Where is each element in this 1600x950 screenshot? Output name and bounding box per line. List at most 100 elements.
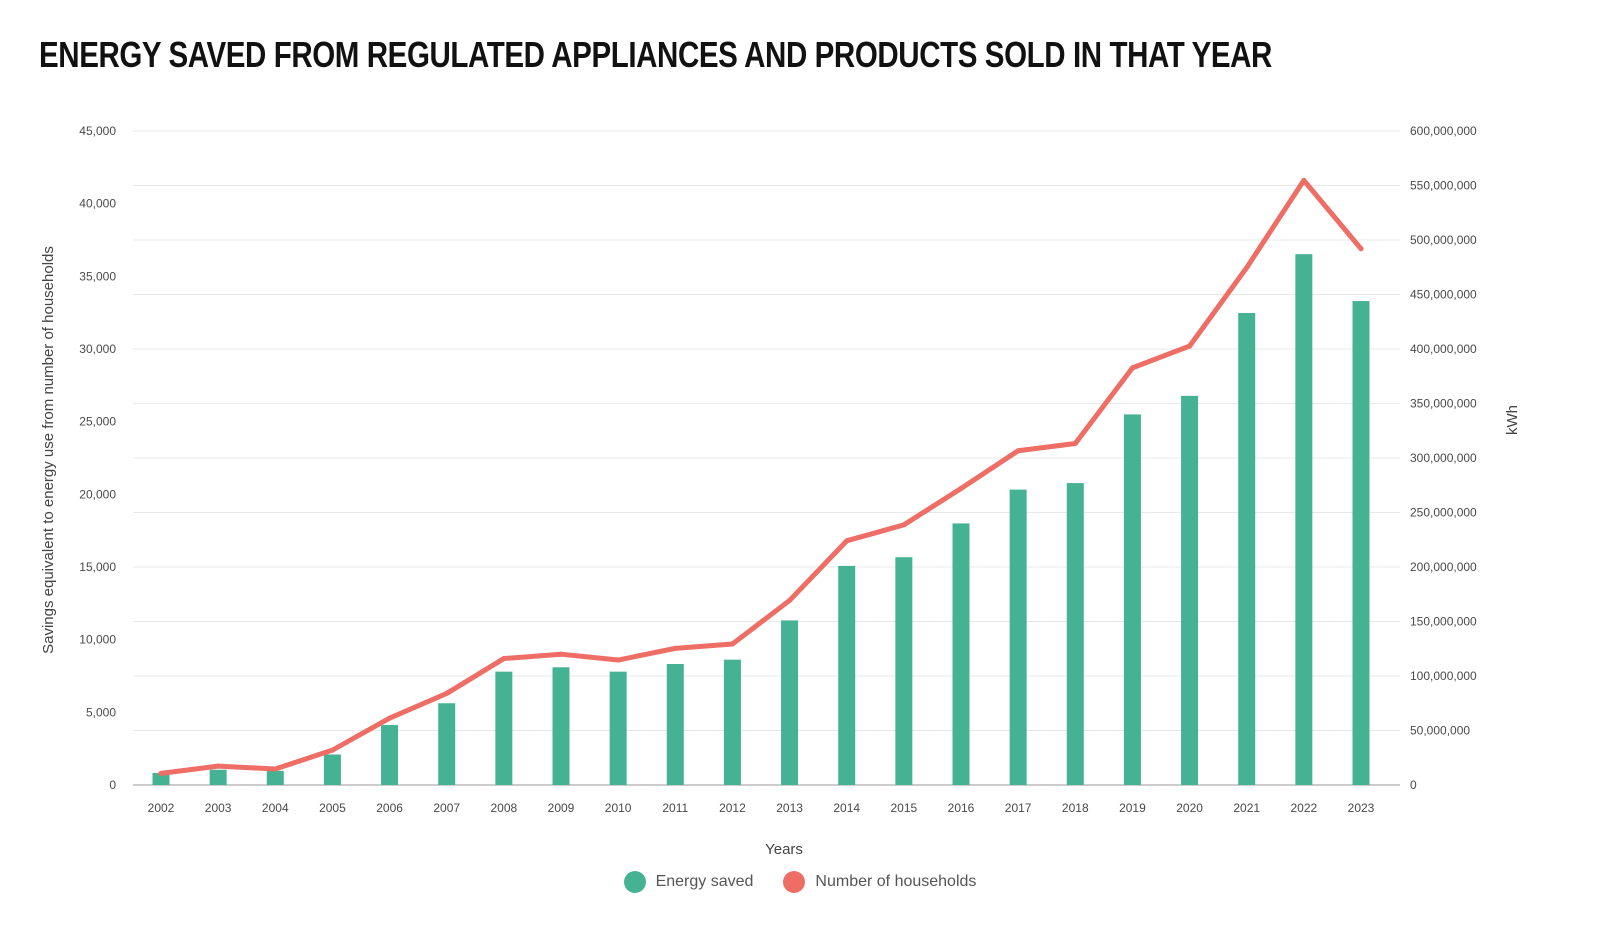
x-tick-label: 2019 — [1119, 801, 1146, 815]
x-tick-label: 2017 — [1005, 801, 1032, 815]
point-number-of-households-2003[interactable] — [215, 763, 221, 769]
bar-energy-saved-2002[interactable] — [152, 773, 170, 785]
legend-label-energy-saved: Energy saved — [655, 873, 754, 890]
chart-title: ENERGY SAVED FROM REGULATED APPLIANCES A… — [39, 34, 1272, 75]
x-tick-label: 2007 — [433, 801, 460, 815]
right-tick-label: 350,000,000 — [1410, 397, 1477, 411]
point-number-of-households-2015[interactable] — [901, 522, 907, 528]
bar-energy-saved-2004[interactable] — [266, 770, 284, 785]
point-number-of-households-2009[interactable] — [558, 651, 564, 657]
bar-energy-saved-2012[interactable] — [723, 659, 741, 785]
bar-energy-saved-2021[interactable] — [1238, 313, 1256, 785]
bar-energy-saved-2017[interactable] — [1009, 489, 1027, 785]
left-axis-title: Savings equivalent to energy use from nu… — [40, 246, 57, 654]
point-number-of-households-2016[interactable] — [958, 486, 964, 492]
right-tick-label: 50,000,000 — [1410, 724, 1470, 738]
x-tick-label: 2018 — [1062, 801, 1089, 815]
point-number-of-households-2013[interactable] — [787, 597, 793, 603]
left-axis-ticks: 0 5,000 10,000 15,000 20,000 25,000 30,000 35,0… — [79, 124, 116, 792]
x-tick-label: 2005 — [319, 801, 346, 815]
right-tick-label: 600,000,000 — [1410, 124, 1477, 138]
right-axis-ticks: 0 50,000,000 100,000,000 150,000,000 200,000… — [1410, 124, 1477, 792]
bar-energy-saved-2023[interactable] — [1352, 301, 1370, 785]
x-tick-label: 2016 — [948, 801, 975, 815]
point-number-of-households-2014[interactable] — [844, 538, 850, 544]
point-number-of-households-2012[interactable] — [729, 641, 735, 647]
x-tick-label: 2021 — [1233, 801, 1260, 815]
bar-energy-saved-2014[interactable] — [838, 565, 856, 785]
x-tick-label: 2010 — [605, 801, 632, 815]
point-number-of-households-2002[interactable] — [158, 770, 164, 776]
bar-energy-saved-2015[interactable] — [895, 557, 913, 785]
legend-item-energy-saved[interactable]: Energy saved — [623, 871, 754, 893]
left-tick-label: 20,000 — [79, 487, 116, 501]
right-tick-label: 450,000,000 — [1410, 288, 1477, 302]
right-tick-label: 300,000,000 — [1410, 451, 1477, 465]
point-number-of-households-2018[interactable] — [1072, 440, 1078, 446]
bar-energy-saved-2003[interactable] — [209, 769, 227, 785]
legend: Energy saved Number of households — [0, 871, 1600, 893]
right-tick-label: 500,000,000 — [1410, 233, 1477, 247]
bar-energy-saved-2009[interactable] — [552, 667, 570, 785]
point-number-of-households-2006[interactable] — [387, 715, 393, 721]
left-tick-label: 35,000 — [79, 269, 116, 283]
right-tick-label: 550,000,000 — [1410, 179, 1477, 193]
bar-energy-saved-2010[interactable] — [609, 671, 627, 785]
x-tick-label: 2014 — [833, 801, 860, 815]
left-tick-label: 5,000 — [86, 705, 116, 719]
point-number-of-households-2022[interactable] — [1301, 177, 1307, 183]
gridlines — [133, 130, 1400, 786]
x-tick-label: 2020 — [1176, 801, 1203, 815]
point-number-of-households-2023[interactable] — [1358, 246, 1364, 252]
line-series — [158, 177, 1364, 776]
x-axis-ticks: 2002 2003 2004 2005 2006 2007 2008 2009 2010 2011… — [148, 801, 1375, 815]
x-tick-label: 2023 — [1348, 801, 1375, 815]
bar-energy-saved-2008[interactable] — [495, 671, 513, 785]
bar-energy-saved-2013[interactable] — [781, 620, 799, 785]
x-tick-label: 2008 — [491, 801, 518, 815]
bar-energy-saved-2005[interactable] — [323, 754, 341, 785]
right-tick-label: 250,000,000 — [1410, 506, 1477, 520]
legend-item-number-of-households[interactable]: Number of households — [783, 871, 976, 893]
right-axis-title: kWh — [1504, 405, 1521, 435]
left-tick-label: 0 — [109, 778, 116, 792]
bar-series — [152, 254, 1370, 786]
bar-energy-saved-2011[interactable] — [666, 664, 684, 785]
left-tick-label: 15,000 — [79, 560, 116, 574]
bar-energy-saved-2020[interactable] — [1181, 395, 1199, 785]
x-tick-label: 2004 — [262, 801, 289, 815]
point-number-of-households-2017[interactable] — [1015, 448, 1021, 454]
point-number-of-households-2021[interactable] — [1244, 265, 1250, 271]
bar-energy-saved-2018[interactable] — [1066, 483, 1084, 785]
point-number-of-households-2010[interactable] — [615, 657, 621, 663]
line-number-of-households[interactable] — [158, 177, 1364, 776]
x-tick-label: 2009 — [548, 801, 575, 815]
point-number-of-households-2020[interactable] — [1187, 343, 1193, 349]
left-tick-label: 30,000 — [79, 342, 116, 356]
bar-energy-saved-2006[interactable] — [381, 725, 399, 785]
point-number-of-households-2008[interactable] — [501, 656, 507, 662]
point-number-of-households-2004[interactable] — [272, 766, 278, 772]
right-tick-label: 0 — [1410, 778, 1417, 792]
right-tick-label: 400,000,000 — [1410, 342, 1477, 356]
point-number-of-households-2019[interactable] — [1129, 365, 1135, 371]
x-tick-label: 2022 — [1291, 801, 1318, 815]
x-tick-label: 2011 — [662, 801, 688, 815]
point-number-of-households-2007[interactable] — [444, 690, 450, 696]
right-tick-label: 200,000,000 — [1410, 560, 1477, 574]
left-tick-label: 40,000 — [79, 197, 116, 211]
bar-energy-saved-2016[interactable] — [952, 523, 970, 785]
right-tick-label: 150,000,000 — [1410, 615, 1477, 629]
point-number-of-households-2005[interactable] — [329, 747, 335, 753]
x-tick-label: 2012 — [719, 801, 746, 815]
bar-energy-saved-2007[interactable] — [438, 703, 456, 785]
bar-energy-saved-2019[interactable] — [1123, 414, 1141, 785]
legend-swatch-number-of-households — [783, 871, 806, 893]
point-number-of-households-2011[interactable] — [672, 645, 678, 651]
x-axis-title: Years — [765, 841, 803, 858]
x-tick-label: 2015 — [891, 801, 918, 815]
bar-energy-saved-2022[interactable] — [1295, 254, 1313, 786]
left-tick-label: 25,000 — [79, 415, 116, 429]
x-tick-label: 2002 — [148, 801, 175, 815]
